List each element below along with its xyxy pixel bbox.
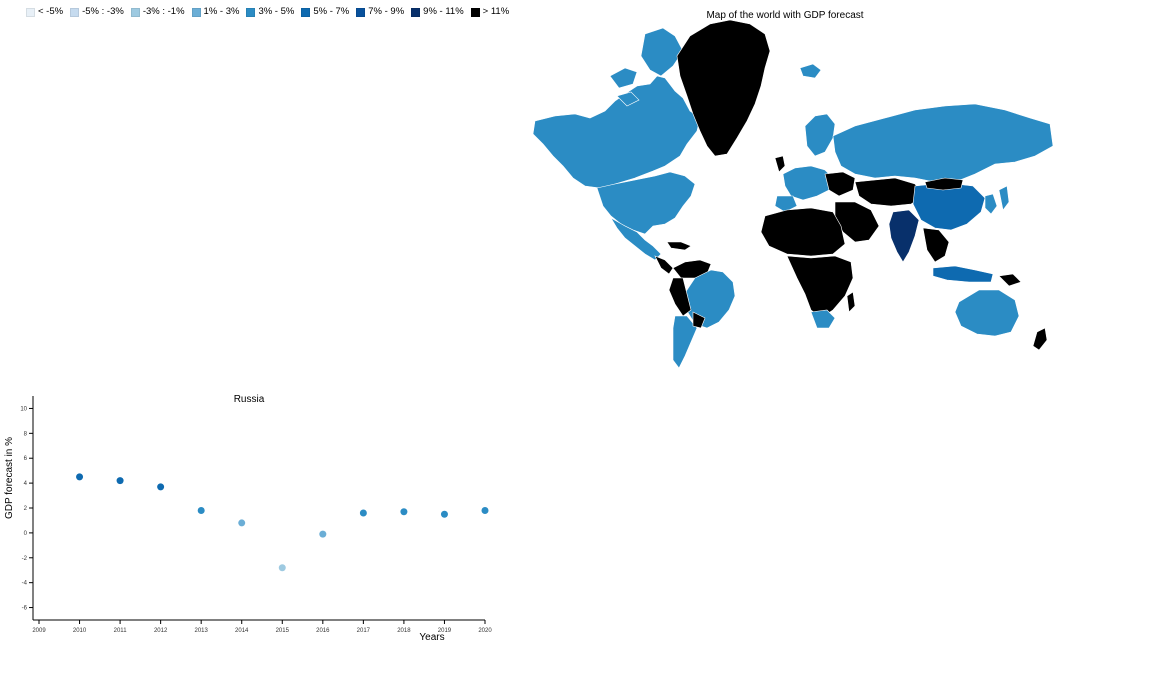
data-point	[238, 519, 246, 527]
legend-swatch	[191, 7, 201, 17]
legend-swatch	[356, 7, 366, 17]
data-point	[197, 506, 205, 514]
country-australia[interactable]	[954, 289, 1020, 337]
world-map-svg[interactable]	[515, 6, 1055, 376]
gdp-scatter-svg: -6 -4 -2 0 2 4 6 8 10 2009 2010 2011 2012 2013 2014 201…	[4, 394, 492, 643]
chart-title: Russia	[234, 394, 265, 405]
x-tick-label: 2012	[154, 628, 168, 634]
x-tick-label: 2017	[357, 628, 371, 634]
country-africa-north[interactable]	[760, 207, 846, 257]
legend-swatch	[470, 7, 480, 17]
legend-swatch	[246, 7, 256, 17]
y-tick-label: -6	[22, 606, 28, 612]
y-tick-label: -4	[22, 581, 28, 587]
country-uk[interactable]	[774, 155, 786, 173]
legend-item: < -5%	[26, 7, 63, 17]
legend-label: 7% - 9%	[368, 6, 405, 17]
legend-item: 9% - 11%	[411, 6, 464, 17]
legend-item: 5% - 7%	[301, 7, 349, 17]
country-new-zealand[interactable]	[1032, 327, 1048, 351]
data-point	[157, 483, 165, 491]
legend-label: > 11%	[482, 6, 510, 17]
country-greenland[interactable]	[676, 19, 771, 157]
y-axis-title: GDP forecast in %	[4, 437, 15, 519]
legend-item: -3% : -1%	[130, 6, 185, 17]
country-papua[interactable]	[998, 273, 1022, 287]
data-point	[319, 530, 327, 538]
data-point	[76, 473, 84, 481]
country-russia[interactable]	[832, 103, 1054, 183]
x-tick-label: 2015	[276, 628, 290, 634]
legend-swatch	[130, 7, 140, 17]
country-mongolia[interactable]	[924, 177, 964, 191]
arctic-islands[interactable]	[609, 67, 640, 107]
legend-item: 3% - 5%	[246, 7, 294, 17]
map-title: Map of the world with GDP forecast	[706, 10, 864, 21]
data-point	[359, 509, 367, 517]
legend-swatch	[70, 7, 80, 17]
legend-label: -5% : -3%	[82, 6, 124, 17]
y-tick-label: 8	[24, 431, 28, 437]
x-tick-label: 2020	[478, 628, 492, 634]
x-tick-label: 2016	[316, 628, 330, 634]
x-tick-label: 2014	[235, 628, 249, 634]
country-argentina-chile[interactable]	[672, 315, 698, 369]
country-eastern-europe[interactable]	[824, 171, 856, 197]
data-point	[400, 508, 408, 516]
y-tick-label: 0	[24, 531, 28, 537]
country-indonesia[interactable]	[932, 265, 994, 283]
data-point	[440, 510, 448, 518]
central-america[interactable]	[654, 255, 674, 275]
country-colombia-venezuela[interactable]	[672, 259, 712, 279]
y-tick-label: -2	[22, 556, 28, 562]
country-canada-arctic[interactable]	[640, 27, 684, 77]
legend-label: 1% - 3%	[203, 6, 240, 17]
country-india[interactable]	[888, 209, 920, 263]
legend-label: 9% - 11%	[423, 6, 464, 17]
country-madagascar[interactable]	[846, 291, 856, 313]
x-axis-title: Years	[419, 632, 444, 643]
data-point	[116, 477, 124, 485]
legend-item: -5% : -3%	[70, 7, 124, 17]
y-tick-label: 6	[24, 456, 28, 462]
country-southeast-asia[interactable]	[922, 227, 950, 263]
x-tick-label: 2013	[195, 628, 209, 634]
legend-label: < -5%	[38, 6, 64, 17]
legend-item: > 11%	[470, 6, 510, 17]
x-tick-label: 2018	[397, 628, 411, 634]
world-map[interactable]: Map of the world with GDP forecast	[515, 6, 1055, 376]
y-tick-label: 10	[20, 406, 27, 412]
legend-swatch	[301, 7, 311, 17]
country-iceland[interactable]	[799, 63, 822, 79]
country-scandinavia[interactable]	[804, 113, 836, 157]
legend-item: 7% - 9%	[356, 7, 404, 17]
gdp-scatter-chart: -6 -4 -2 0 2 4 6 8 10 2009 2010 2011 2012 2013 2014 201…	[0, 388, 500, 648]
data-point	[278, 564, 286, 572]
legend-item: 1% - 3%	[191, 6, 240, 17]
country-china[interactable]	[912, 183, 986, 231]
country-western-europe[interactable]	[782, 165, 834, 201]
legend-swatch	[26, 7, 35, 17]
legend-label: -3% : -1%	[142, 6, 185, 17]
x-tick-label: 2019	[438, 628, 452, 634]
country-brazil[interactable]	[682, 269, 736, 329]
caribbean[interactable]	[666, 241, 692, 251]
country-paraguay-uruguay[interactable]	[692, 311, 706, 329]
country-africa-central[interactable]	[786, 255, 854, 319]
country-iberia[interactable]	[774, 195, 798, 213]
legend-label: 5% - 7%	[313, 6, 350, 17]
legend-swatch	[411, 7, 421, 17]
x-tick-label: 2010	[73, 628, 87, 634]
country-canada[interactable]	[532, 75, 701, 189]
legend-label: 3% - 5%	[258, 6, 295, 17]
color-legend: < -5% -5% : -3% -3% : -1% 1% - 3% 3% - 5% 5% …	[26, 7, 516, 17]
y-tick-label: 4	[24, 481, 28, 487]
country-south-africa[interactable]	[810, 309, 836, 329]
x-tick-label: 2011	[114, 628, 128, 634]
x-tick-label: 2009	[32, 628, 46, 634]
data-point	[481, 506, 489, 514]
y-tick-label: 2	[24, 506, 28, 512]
country-peru-bolivia[interactable]	[668, 277, 692, 317]
country-korea-japan[interactable]	[984, 185, 1010, 215]
